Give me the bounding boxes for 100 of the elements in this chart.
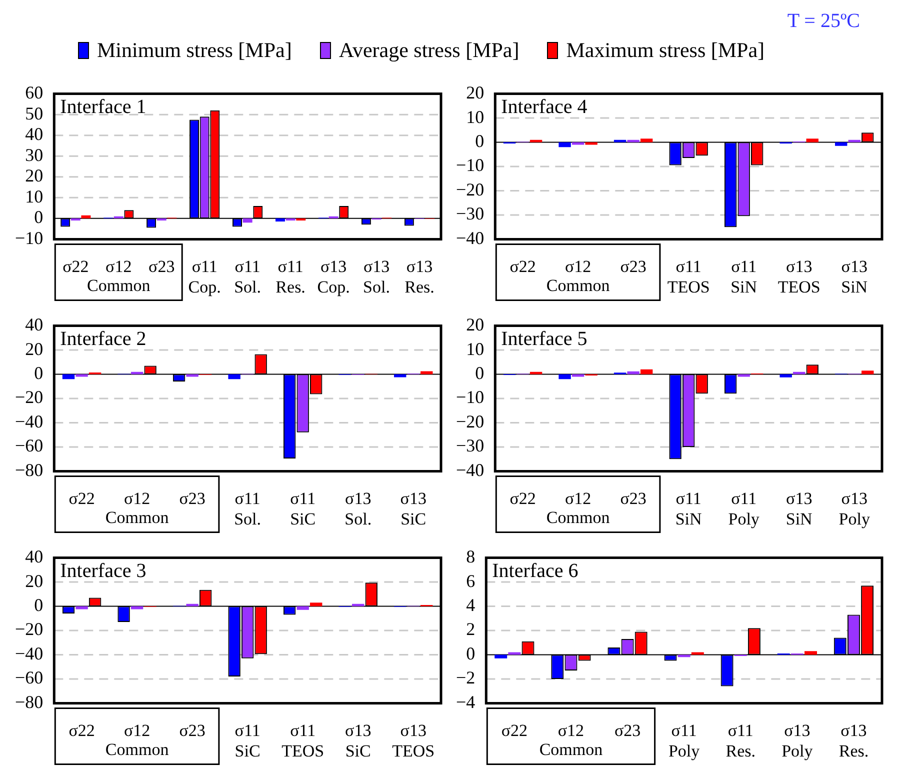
y-tick-label: 0: [466, 643, 476, 664]
bar: [242, 218, 252, 223]
bar: [130, 372, 144, 374]
x-tick-label: σ23: [620, 256, 646, 276]
x-tick-label: σ12: [564, 488, 592, 508]
y-tick-label: −30: [456, 204, 484, 224]
y-tick-label: −80: [14, 692, 44, 712]
y-tick-label: −20: [14, 619, 44, 640]
y-tick-label: 0: [475, 131, 484, 151]
x-tick-label: σ22: [510, 256, 536, 276]
x-tick-label: σ22: [62, 256, 89, 276]
y-tick-label: −10: [456, 387, 484, 408]
x-tick-label: σ11 Cop.: [188, 256, 221, 296]
y-tick-label: 20: [25, 338, 44, 359]
x-tick-label: σ11 SiC: [290, 488, 316, 528]
bar: [835, 142, 848, 146]
bar: [156, 218, 166, 221]
y-tick-label: 30: [25, 144, 44, 165]
bar: [640, 138, 653, 142]
y-tick-label: 40: [25, 124, 44, 144]
bar: [352, 604, 364, 606]
x-tick-label: σ23: [179, 488, 206, 508]
bar: [494, 654, 508, 658]
x-tick-label: σ11 Res.: [276, 256, 306, 296]
y-tick-label: 0: [34, 595, 44, 615]
y-tick-label: 20: [466, 314, 484, 335]
x-tick-label: σ12: [124, 488, 150, 508]
y-tick-label: 20: [25, 570, 44, 591]
text: Common: [546, 508, 610, 528]
y-tick-label: −60: [14, 668, 44, 688]
y-tick-label: 50: [25, 103, 44, 124]
y-tick-label: −40: [14, 411, 44, 432]
x-tick-label: σ11 Sol.: [234, 488, 262, 528]
x-tick-label: σ12: [564, 256, 592, 276]
bar: [130, 606, 144, 610]
y-tick-label: −2: [456, 668, 476, 688]
x-tick-label: σ13 SiN: [786, 488, 812, 528]
chart-title: Interface 3: [60, 560, 146, 582]
y-tick-label: 40: [25, 546, 44, 567]
x-tick-label: σ13 SiN: [841, 256, 868, 296]
bar: [793, 372, 806, 374]
x-tick-label: σ13 Sol.: [344, 488, 372, 528]
bar: [806, 138, 818, 142]
x-tick-label: σ12: [558, 720, 584, 740]
bar: [558, 142, 571, 148]
bar: [296, 218, 306, 221]
text: Common: [86, 276, 151, 296]
x-tick-label: σ11 SiC: [234, 720, 260, 760]
bar: [862, 370, 874, 374]
bar: [530, 372, 542, 374]
chart-title: Interface 5: [501, 328, 588, 350]
y-tick-label: −4: [456, 692, 476, 712]
text: Common: [105, 508, 170, 528]
text: Common: [105, 740, 170, 760]
x-tick-label: σ11 Sol.: [234, 256, 262, 296]
x-tick-label: σ11 Res.: [726, 720, 756, 760]
y-tick-label: −20: [14, 387, 44, 408]
bar: [627, 140, 640, 142]
y-tick-label: 0: [34, 363, 44, 383]
bar: [70, 218, 80, 221]
x-tick-label: σ22: [510, 488, 536, 508]
x-tick-label: σ11 Poly: [668, 720, 700, 760]
y-tick-label: −60: [14, 436, 44, 456]
x-tick-label: σ23: [148, 256, 175, 276]
y-tick-label: 10: [466, 338, 484, 359]
bar: [296, 606, 309, 610]
y-tick-label: −40: [456, 460, 484, 480]
x-tick-label: σ11 SiN: [730, 256, 758, 296]
y-tick-label: 10: [466, 106, 484, 127]
text: Common: [546, 276, 610, 296]
x-tick-label: σ22: [68, 488, 95, 508]
x-tick-label: σ13 Poly: [838, 488, 870, 528]
bar: [640, 369, 653, 374]
bar: [627, 371, 640, 374]
x-tick-label: σ22: [68, 720, 95, 740]
y-tick-label: −30: [456, 436, 484, 456]
x-tick-label: σ11 TEOS: [667, 256, 710, 296]
bar: [228, 374, 240, 380]
x-tick-label: σ13 Sol.: [363, 256, 390, 296]
x-tick-label: σ13 Poly: [782, 720, 814, 760]
y-tick-label: 40: [25, 314, 44, 335]
y-tick-label: −10: [14, 228, 44, 248]
bar: [780, 374, 792, 378]
chart-subtitle: T = 25ºC: [787, 10, 860, 33]
text: Common: [539, 740, 604, 760]
x-tick-label: σ13 SiC: [400, 488, 426, 528]
bar: [186, 604, 198, 606]
y-tick-label: 6: [466, 570, 476, 591]
bar: [394, 374, 406, 378]
bar: [530, 140, 542, 142]
legend-label: Minimum stress [MPa]: [97, 38, 292, 63]
y-tick-label: 10: [25, 186, 44, 206]
bar: [804, 651, 817, 655]
bar: [310, 602, 322, 606]
y-tick-label: 0: [475, 363, 484, 383]
y-tick-label: 2: [466, 619, 476, 640]
x-tick-label: σ13 Res.: [838, 720, 869, 760]
x-tick-label: σ22: [501, 720, 528, 740]
chart-title: Interface 4: [501, 96, 588, 118]
legend-label: Average stress [MPa]: [338, 38, 520, 63]
